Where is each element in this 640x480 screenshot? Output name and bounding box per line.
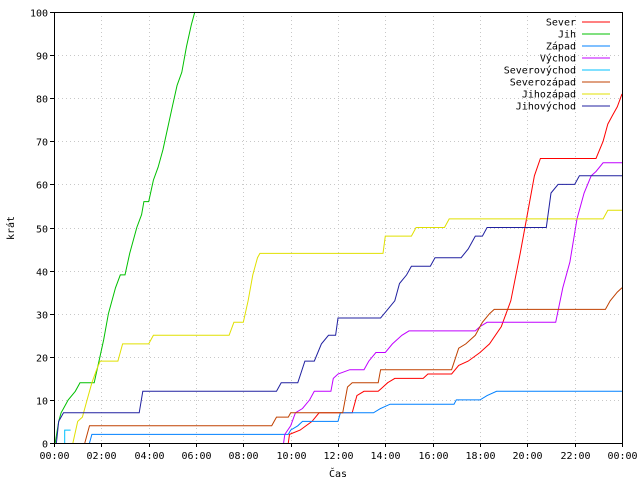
x-tick-label: 00:00 (39, 451, 69, 462)
y-tick-label: 30 (36, 311, 48, 322)
x-tick-label: 12:00 (323, 451, 353, 462)
x-axis-label: Čas (329, 467, 347, 480)
y-tick-label: 80 (36, 95, 48, 106)
series-line-Severozápad (84, 287, 623, 444)
y-axis-label: krát (5, 216, 17, 240)
x-tick-label: 08:00 (228, 451, 258, 462)
x-tick-label: 22:00 (560, 451, 590, 462)
legend-label: Jihovýchod (516, 101, 576, 113)
y-tick-label: 40 (36, 268, 48, 279)
series-line-Severovýchod (64, 429, 71, 443)
y-tick-label: 10 (36, 397, 48, 408)
series-line-Východ (283, 162, 622, 444)
x-tick-label: 00:00 (607, 451, 637, 462)
x-tick-label: 02:00 (86, 451, 116, 462)
x-tick-label: 10:00 (276, 451, 306, 462)
legend-label: Severovýchod (504, 65, 576, 77)
axis-ticks: 00:00 02:00 04:00 06:00 08:00 10:00 12:00 14:00… (30, 9, 638, 463)
legend-label: Západ (546, 41, 576, 53)
legend-label: Jih (558, 30, 576, 41)
y-tick-label: 50 (36, 225, 48, 236)
legend: SeverJihZápadVýchodSeverovýchodSeverozáp… (504, 18, 610, 113)
series-line-Jihovýchod (55, 175, 622, 444)
series-line-Západ (89, 390, 622, 444)
series-line-Jih (54, 11, 196, 444)
y-tick-label: 20 (36, 354, 48, 365)
y-tick-label: 100 (30, 9, 48, 20)
x-tick-label: 18:00 (465, 451, 495, 462)
y-tick-label: 0 (42, 440, 48, 451)
x-tick-label: 04:00 (134, 451, 164, 462)
legend-label: Východ (540, 53, 576, 65)
x-tick-label: 14:00 (370, 451, 400, 462)
legend-label: Sever (546, 18, 576, 29)
legend-label: Severozápad (510, 77, 576, 89)
series-line-Jihozápad (72, 209, 622, 444)
x-tick-label: 20:00 (512, 451, 542, 462)
y-tick-label: 90 (36, 52, 48, 63)
series-lines (54, 11, 623, 444)
grid (54, 12, 622, 443)
legend-label: Jihozápad (522, 89, 576, 101)
x-tick-label: 16:00 (418, 451, 448, 462)
y-tick-label: 60 (36, 181, 48, 192)
y-tick-label: 70 (36, 138, 48, 149)
x-tick-label: 06:00 (181, 451, 211, 462)
